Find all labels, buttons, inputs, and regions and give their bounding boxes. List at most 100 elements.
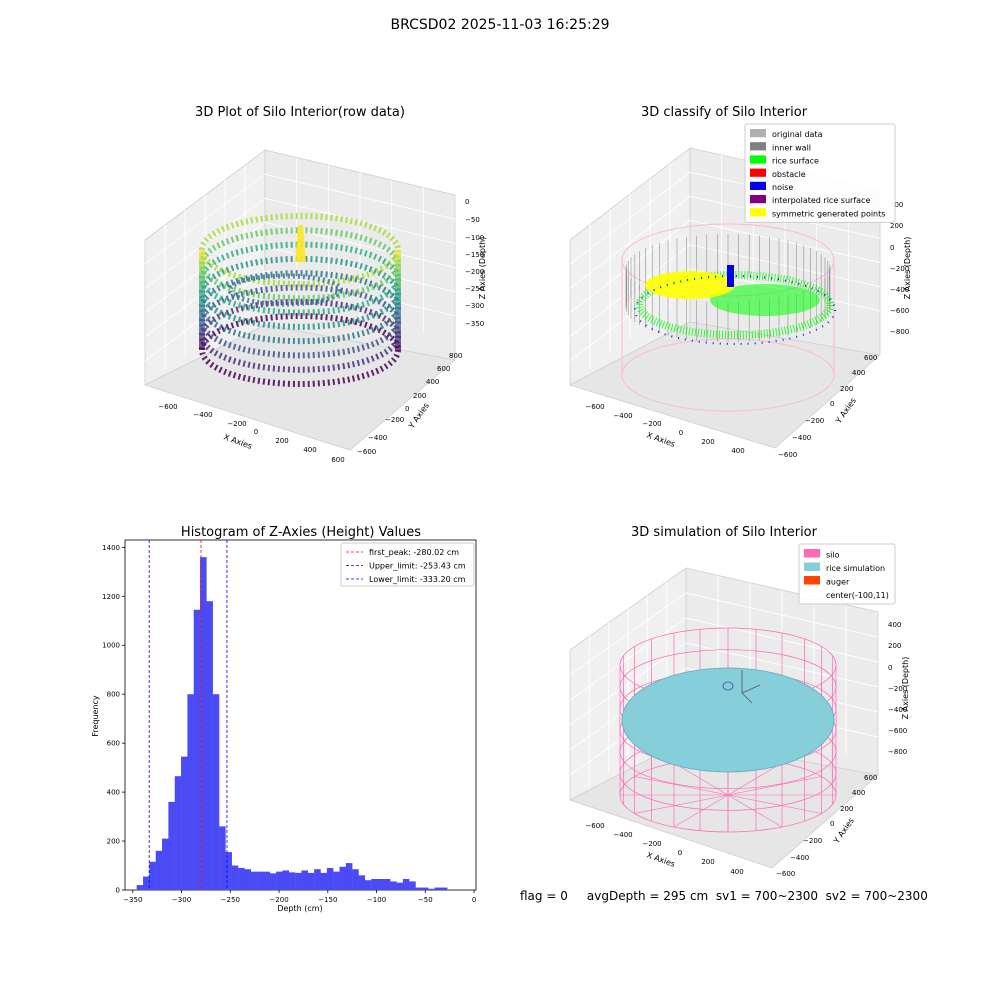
histogram-y-tick-label: 400 bbox=[107, 789, 120, 797]
simulation-center-marker bbox=[722, 681, 734, 691]
simulation-silo-floor-spoke bbox=[727, 794, 783, 828]
histogram-legend-label: Upper_limit: -253.43 cm bbox=[369, 562, 466, 571]
classify-x-tick: −600 bbox=[585, 403, 604, 411]
classify-grid-line bbox=[569, 195, 691, 289]
histogram-bar bbox=[244, 869, 251, 890]
histogram-bar bbox=[276, 871, 283, 890]
simulation-rice-surface bbox=[621, 667, 835, 773]
classify-legend: original data inner wall rice surface obsta… bbox=[744, 123, 896, 223]
histogram-bar bbox=[162, 838, 169, 890]
histogram-bar bbox=[364, 880, 372, 890]
simulation-silo-wireframe bbox=[619, 627, 837, 833]
classify-grid-line bbox=[569, 220, 691, 313]
histogram-y-tick-label: 800 bbox=[107, 691, 120, 699]
simulation-x-tick: −200 bbox=[642, 840, 661, 848]
histogram-bar bbox=[301, 870, 309, 890]
histogram-x-tick-label: −100 bbox=[367, 896, 386, 904]
histogram-legend-label: Lower_limit: -333.20 cm bbox=[369, 575, 466, 584]
classify-symmetric-points bbox=[645, 271, 735, 299]
histogram-bar bbox=[181, 756, 188, 890]
simulation-x-label: X Axies bbox=[645, 850, 676, 869]
simulation-silo-floor-spoke bbox=[727, 776, 822, 796]
histogram-bar bbox=[415, 887, 423, 890]
simulation-legend-swatch bbox=[804, 549, 820, 558]
raw-y-tick: −200 bbox=[385, 416, 404, 424]
histogram-y-tick-label: 200 bbox=[107, 838, 120, 846]
classify-legend-swatch bbox=[750, 129, 766, 138]
simulation-title: 3D simulation of Silo Interior bbox=[631, 525, 818, 540]
histogram-bar bbox=[421, 887, 429, 890]
classify-y-tick: 400 bbox=[852, 369, 865, 377]
histogram-y-tick-label: 0 bbox=[116, 887, 120, 895]
raw-surface-ring bbox=[227, 273, 343, 307]
simulation-y-tick: −200 bbox=[803, 837, 822, 845]
histogram-y-label: Frequency bbox=[91, 695, 100, 737]
classify-x-label: X Axies bbox=[645, 430, 676, 449]
histogram-bar bbox=[143, 876, 150, 890]
histogram-bar bbox=[200, 557, 207, 890]
raw-grid-line bbox=[144, 197, 266, 289]
raw-y-tick: 600 bbox=[437, 365, 450, 373]
histogram-y-tick-label: 1400 bbox=[102, 544, 120, 552]
histogram-bar bbox=[352, 869, 359, 890]
classify-x-tick: 400 bbox=[731, 447, 744, 455]
simulation-auger-arm bbox=[741, 684, 761, 694]
histogram-title: Histogram of Z-Axies (Height) Values bbox=[181, 525, 421, 540]
raw-y-tick: −600 bbox=[357, 448, 376, 456]
classify-y-tick: 200 bbox=[840, 385, 853, 393]
figure-title: BRCSD02 2025-11-03 16:25:29 bbox=[390, 17, 610, 33]
raw-x-tick: −400 bbox=[193, 411, 212, 419]
histogram-bar bbox=[383, 878, 391, 890]
histogram-bar bbox=[136, 885, 144, 890]
raw-grid-line bbox=[144, 173, 266, 265]
classify-grid-line bbox=[569, 244, 691, 338]
simulation-y-tick: 0 bbox=[830, 820, 834, 828]
classify-legend-swatch bbox=[750, 181, 766, 190]
simulation-legend-swatch bbox=[804, 576, 820, 585]
simulation-y-tick: 600 bbox=[864, 774, 877, 782]
classify-x-ticks: −600 −400 −200 0 200 400 bbox=[585, 403, 744, 455]
histogram-y-tick-label: 1000 bbox=[102, 642, 120, 650]
panel-classify-title: 3D classify of Silo Interior bbox=[641, 105, 808, 120]
simulation-grid-line bbox=[569, 642, 687, 726]
raw-grid-line bbox=[264, 173, 456, 220]
simulation-silo-floor-spoke bbox=[727, 794, 822, 814]
panel-raw-data: 3D Plot of Silo Interior(row data) −600 … bbox=[143, 105, 487, 464]
simulation-legend: silo rice simulation auger center(-100,11) bbox=[798, 543, 896, 605]
classify-z-tick: −600 bbox=[890, 307, 909, 315]
simulation-z-label: Z Axies (Depth) bbox=[901, 657, 910, 720]
histogram-x-tick-label: 0 bbox=[472, 896, 476, 904]
histogram-bar bbox=[168, 801, 175, 890]
raw-y-ticks: −600 −400 −200 0 200 400 600 800 bbox=[357, 352, 462, 456]
simulation-grid-line bbox=[685, 592, 879, 638]
classify-z-label: Z Axies (Depth) bbox=[903, 237, 912, 300]
histogram-bar bbox=[409, 881, 416, 890]
histogram-bar bbox=[225, 852, 232, 890]
classify-y-label: Y Axies bbox=[833, 396, 858, 426]
classify-z-tick: −400 bbox=[890, 286, 909, 294]
histogram-bar bbox=[187, 694, 194, 890]
simulation-legend-label: auger bbox=[826, 578, 850, 587]
histogram-bar bbox=[212, 694, 220, 890]
raw-wall-right bbox=[395, 250, 401, 350]
simulation-y-ticks: −600 −400 −200 0 200 400 600 bbox=[776, 774, 877, 878]
histogram-x-tick-label: −350 bbox=[123, 896, 142, 904]
histogram-bar bbox=[320, 872, 328, 890]
simulation-x-tick: −600 bbox=[585, 822, 604, 830]
simulation-legend-label: center(-100,11) bbox=[826, 591, 889, 600]
raw-z-tick: −200 bbox=[465, 268, 484, 276]
histogram-bar bbox=[231, 865, 239, 890]
simulation-legend-frame bbox=[798, 543, 896, 605]
histogram-y-tick-label: 600 bbox=[107, 740, 120, 748]
simulation-grid-line bbox=[569, 592, 687, 676]
simulation-grid-line bbox=[569, 617, 687, 701]
classify-legend-swatch bbox=[750, 168, 766, 177]
simulation-x-ticks: −600 −400 −200 0 200 400 bbox=[585, 822, 743, 876]
histogram-bar bbox=[339, 866, 347, 890]
histogram-x-tick-label: −50 bbox=[418, 896, 433, 904]
simulation-silo-floor-spoke bbox=[673, 762, 729, 796]
simulation-x-tick: −400 bbox=[613, 831, 632, 839]
raw-z-tick: −300 bbox=[465, 302, 484, 310]
histogram-bar bbox=[206, 601, 213, 890]
raw-x-tick: 200 bbox=[275, 437, 288, 445]
